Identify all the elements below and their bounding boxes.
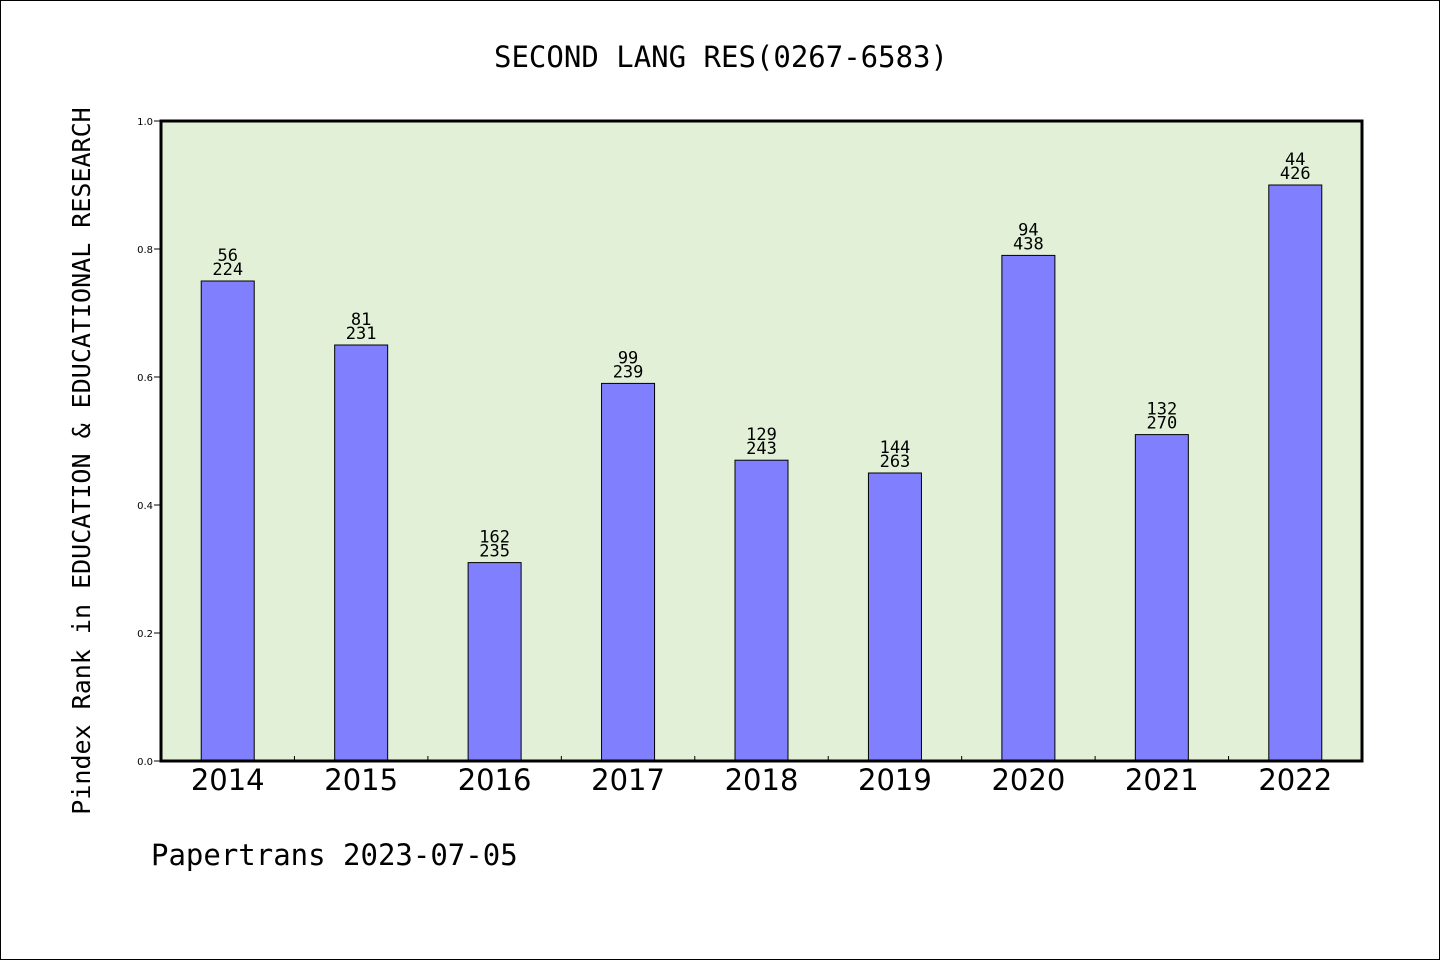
bar-total-label: 239: [613, 362, 644, 382]
x-tick-label: 2020: [991, 763, 1065, 797]
bar-rank-label: 94: [1018, 220, 1038, 240]
bar-total-label: 243: [746, 439, 777, 459]
bar: [867, 472, 922, 762]
y-axis: 0.0 0.2 0.4 0.6 0.8 1.0: [137, 117, 161, 768]
x-tick-label: 2022: [1258, 763, 1332, 797]
bar: [334, 344, 389, 762]
bar: [467, 562, 522, 762]
bar: [200, 280, 255, 762]
x-tick-label: 2015: [324, 763, 398, 797]
y-tick-label: 0.8: [137, 245, 153, 256]
bar-rank-label: 129: [746, 425, 777, 445]
y-tick-label: 0.0: [137, 757, 153, 768]
bar-total-label: 235: [479, 542, 510, 562]
bar: [1001, 254, 1056, 762]
x-tick-label: 2021: [1125, 763, 1199, 797]
x-tick-label: 2018: [725, 763, 799, 797]
bar-total-label: 231: [346, 324, 377, 344]
x-tick-label: 2014: [191, 763, 265, 797]
y-tick-label: 0.2: [137, 629, 153, 640]
bar-rank-label: 44: [1285, 150, 1305, 170]
bar-rank-label: 99: [618, 348, 638, 368]
bar: [1268, 184, 1323, 762]
x-tick-label: 2016: [458, 763, 532, 797]
bar-total-label: 224: [212, 260, 243, 280]
bar-rank-label: 162: [479, 528, 510, 548]
y-tick-label: 0.6: [137, 373, 153, 384]
bar-rank-label: 81: [351, 310, 371, 330]
x-tick-label: 2017: [591, 763, 665, 797]
x-tick-label: 2019: [858, 763, 932, 797]
bar-rank-label: 132: [1146, 400, 1177, 420]
bar-total-label: 426: [1280, 164, 1311, 184]
bar: [601, 382, 656, 762]
bar-total-label: 270: [1146, 414, 1177, 434]
y-axis-label: Pindex Rank in EDUCATION & EDUCATIONAL R…: [67, 107, 96, 814]
y-tick-label: 1.0: [137, 117, 153, 128]
x-axis: 2014 2015 2016 2017 2018 2019 2020 2021 2022: [191, 756, 1332, 797]
bar-rank-label: 144: [880, 438, 911, 458]
y-tick-label: 0.4: [137, 501, 153, 512]
chart-title: SECOND LANG RES(0267-6583): [494, 40, 948, 74]
bar-rank-label: 56: [217, 246, 237, 266]
bar-total-label: 438: [1013, 234, 1044, 254]
footer-date: Papertrans 2023-07-05: [151, 838, 518, 872]
bar-total-label: 263: [880, 452, 911, 472]
bar: [734, 459, 789, 762]
bar: [1134, 434, 1189, 762]
plot-border: [159, 119, 1364, 763]
